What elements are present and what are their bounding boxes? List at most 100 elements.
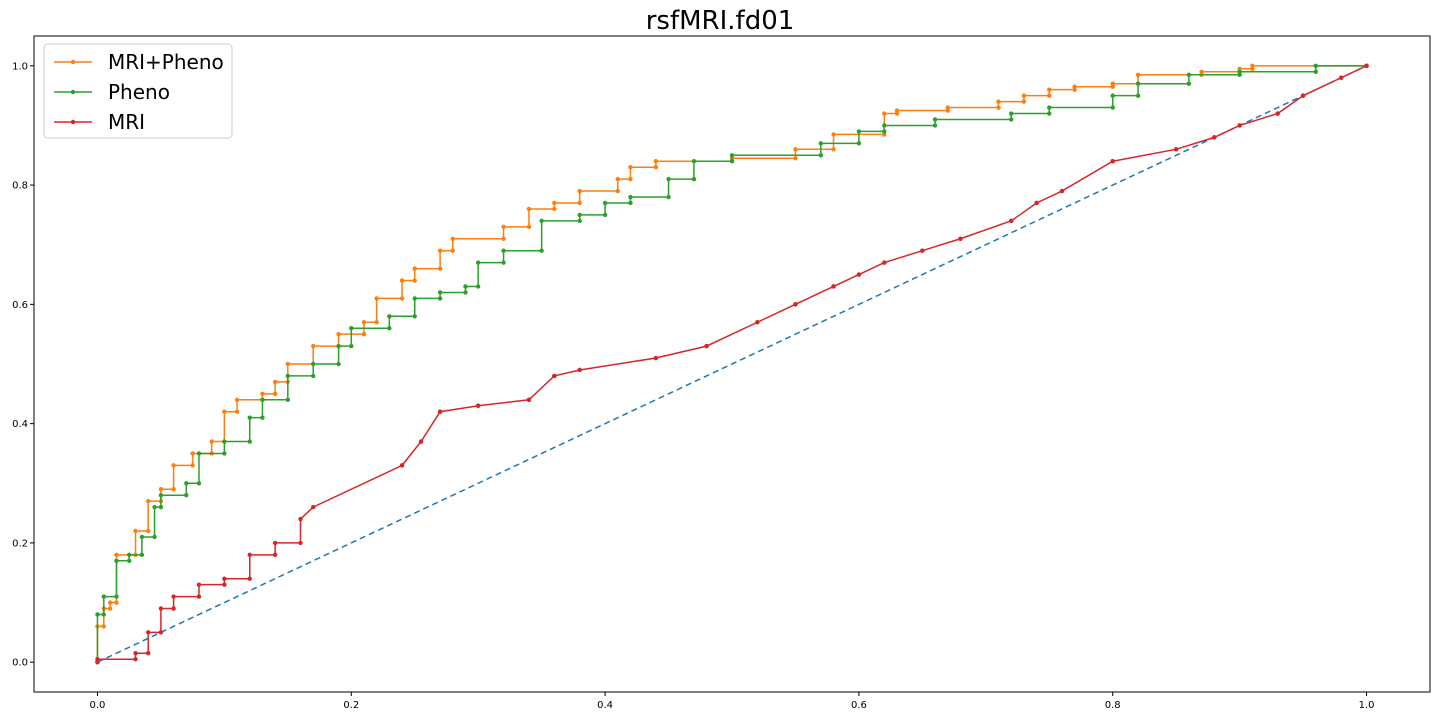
data-point-pheno — [501, 260, 506, 265]
data-point-mri — [311, 504, 316, 510]
data-point-mri-pheno — [526, 206, 532, 212]
data-point-pheno — [1186, 72, 1192, 77]
data-point-mri-pheno — [114, 552, 119, 558]
data-point-mri — [1110, 159, 1115, 164]
data-point-pheno — [818, 141, 824, 146]
data-point-mri-pheno — [831, 132, 836, 137]
legend-swatch-marker — [70, 59, 76, 65]
data-point-mri — [418, 439, 424, 444]
data-point-mri-pheno — [501, 236, 506, 241]
data-point-pheno — [336, 343, 341, 349]
data-point-pheno — [1135, 93, 1141, 98]
y-tick-label: 0.8 — [12, 181, 28, 192]
series-mri — [95, 63, 1369, 665]
data-point-pheno — [818, 153, 824, 158]
data-point-pheno — [311, 373, 316, 379]
data-point-pheno — [666, 176, 671, 182]
data-point-pheno — [285, 397, 291, 402]
data-point-mri — [146, 651, 151, 656]
legend-label: MRI — [108, 110, 145, 134]
data-point-mri-pheno — [653, 159, 659, 164]
data-point-pheno — [184, 481, 189, 486]
data-point-mri — [437, 409, 443, 414]
data-point-pheno — [932, 117, 938, 122]
legend-item-mri: MRI — [54, 110, 145, 134]
data-point-mri — [704, 343, 709, 349]
data-point-mri — [882, 260, 887, 265]
data-point-pheno — [437, 296, 443, 301]
data-point-mri-pheno — [171, 463, 176, 468]
data-point-pheno — [882, 129, 887, 134]
data-point-mri-pheno — [1072, 84, 1077, 89]
data-point-mri — [475, 403, 481, 408]
data-point-mri-pheno — [894, 108, 900, 113]
data-point-pheno — [247, 439, 252, 444]
data-point-pheno — [247, 415, 252, 420]
data-point-mri — [1300, 93, 1306, 98]
data-point-mri — [958, 236, 963, 241]
data-point-pheno — [628, 194, 633, 200]
y-tick-label: 1.0 — [12, 61, 28, 72]
data-point-mri-pheno — [615, 188, 620, 194]
x-tick-label: 0.8 — [1105, 700, 1121, 711]
legend-swatch-marker — [70, 89, 76, 95]
data-point-mri-pheno — [171, 487, 176, 492]
data-point-pheno — [412, 314, 417, 319]
plot-frame — [33, 35, 1431, 693]
data-point-pheno — [501, 248, 506, 253]
data-point-mri — [577, 367, 582, 373]
data-point-mri — [222, 582, 227, 587]
chart-title: rsfMRI.fd01 — [645, 6, 795, 36]
data-point-pheno — [101, 594, 107, 599]
data-point-mri-pheno — [552, 206, 557, 212]
data-point-pheno — [729, 159, 735, 164]
data-point-mri — [793, 302, 798, 307]
data-point-mri — [171, 606, 176, 611]
data-point-mri — [133, 657, 138, 662]
data-point-pheno — [260, 415, 265, 420]
data-point-mri-pheno — [577, 188, 582, 194]
data-point-mri — [158, 606, 164, 611]
data-point-mri-pheno — [374, 320, 379, 325]
data-point-pheno — [1009, 111, 1014, 116]
legend-item-mri-pheno: MRI+Pheno — [54, 50, 224, 74]
data-point-pheno — [114, 594, 119, 599]
data-point-mri-pheno — [107, 606, 113, 611]
data-point-mri-pheno — [577, 200, 582, 206]
data-point-pheno — [1313, 69, 1318, 74]
data-point-pheno — [577, 218, 582, 224]
x-tick-label: 0.4 — [597, 700, 613, 711]
data-point-mri — [1009, 218, 1014, 224]
data-point-mri — [920, 248, 925, 253]
data-point-mri-pheno — [361, 320, 367, 325]
data-point-pheno — [260, 397, 265, 402]
data-point-mri — [133, 651, 138, 656]
data-point-pheno — [336, 361, 341, 367]
data-point-mri-pheno — [114, 600, 119, 605]
data-point-mri-pheno — [628, 165, 633, 170]
data-point-mri-pheno — [450, 248, 455, 253]
data-point-pheno — [101, 612, 107, 617]
data-point-mri-pheno — [234, 409, 240, 414]
data-point-mri-pheno — [146, 528, 151, 534]
data-point-mri-pheno — [552, 200, 557, 206]
data-point-mri-pheno — [209, 439, 214, 444]
data-point-mri-pheno — [831, 147, 836, 152]
data-point-mri — [1173, 147, 1179, 152]
x-tick-label: 0.0 — [90, 700, 106, 711]
data-point-mri — [399, 463, 405, 468]
data-point-mri-pheno — [1047, 87, 1052, 92]
data-point-mri-pheno — [882, 111, 887, 116]
data-point-mri — [247, 576, 252, 581]
data-point-pheno — [285, 373, 291, 379]
data-point-pheno — [882, 123, 887, 128]
data-point-mri-pheno — [1021, 93, 1027, 98]
series-group — [95, 63, 1369, 665]
data-point-mri-pheno — [399, 278, 405, 283]
data-point-mri — [272, 552, 278, 558]
data-point-mri — [1338, 75, 1344, 80]
data-point-mri — [298, 540, 303, 546]
data-point-pheno — [1135, 81, 1141, 86]
data-point-pheno — [1047, 111, 1052, 116]
data-point-mri-pheno — [285, 361, 291, 367]
